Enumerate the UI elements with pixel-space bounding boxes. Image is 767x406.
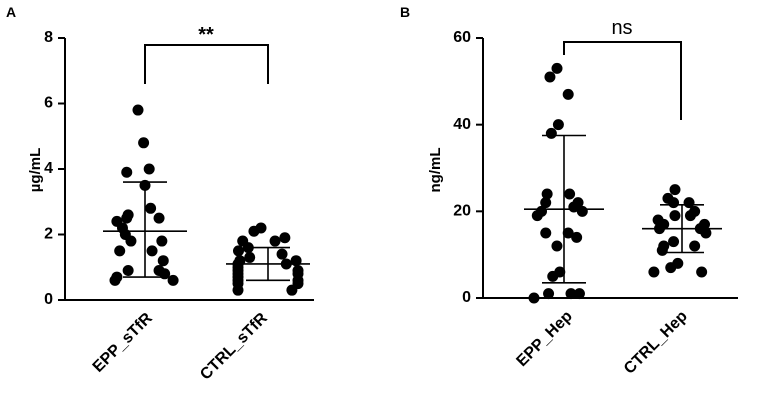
panel-b-points [528,62,712,304]
panel-a-y-tick-label-1: 2 [44,226,53,243]
panel-a-y-tick-label-2: 4 [44,160,53,177]
panel-b-point-s0-11 [576,205,588,217]
panel-b-point-s0-14 [540,227,552,239]
panel-a-point-s0-12 [125,235,137,247]
panel-a-y-tick-label-3: 6 [44,95,53,112]
panel-a-point-s0-22 [109,274,121,286]
panel-b-bracket-line [563,41,682,120]
panel-b-category-label-1: CTRL_Hep [621,308,691,378]
panel-a-points [109,104,304,296]
panel-a-point-s0-13 [156,235,168,247]
panel-b: B ng/mL 0 20 40 60 ns EPP_Hep CTRL_Hep [400,4,738,378]
panel-b-point-s1-18 [665,262,677,274]
panel-b-y-tick-label-0: 0 [462,289,471,306]
panel-b-point-s0-18 [547,270,559,282]
panel-b-point-s1-5 [669,210,681,222]
panel-a-point-s0-1 [138,137,150,149]
panel-b-point-s1-15 [689,240,701,252]
panel-a-point-s1-1 [248,225,260,237]
panel-b-point-s1-2 [668,197,680,209]
panel-b-category-label-0: EPP_Hep [513,308,575,370]
panel-b-y-tick-label-3: 60 [453,29,471,46]
panel-b-point-s0-2 [562,88,574,100]
panel-a-point-s0-8 [121,212,133,224]
panel-b-point-s1-19 [696,266,708,278]
panel-a-point-s0-15 [114,245,126,257]
panel-a-point-s1-2 [279,232,291,244]
panel-b-point-s1-13 [668,236,680,248]
panel-a-y-ticks: 0 2 4 6 8 [44,29,65,308]
panel-a-point-s0-0 [132,104,144,116]
panel-b-point-s0-20 [543,288,555,300]
panel-b-error-bars [524,134,722,284]
panel-b-point-s0-21 [573,288,585,300]
panel-b-point-s0-8 [540,197,552,209]
panel-a-letter: A [6,4,16,20]
panel-b-point-s0-1 [544,71,556,83]
panel-a-point-s1-8 [244,251,256,263]
panel-b-point-s1-20 [648,266,660,278]
panel-a-category-label-1: CTRL_sTfR [197,309,271,383]
panel-b-point-s0-5 [564,188,576,200]
panel-a-y-tick-label-0: 0 [44,291,53,308]
panel-a-significance-label: ** [198,24,214,46]
panel-a-point-s0-2 [143,163,155,175]
panel-b-y-tick-label-1: 20 [453,203,471,220]
panel-b-point-s1-0 [669,184,681,196]
panel-a-point-s1-7 [276,248,288,260]
panel-b-point-s0-22 [528,292,540,304]
panel-b-point-s1-6 [684,210,696,222]
panel-a-point-s1-3 [269,235,281,247]
panel-a-point-s0-21 [167,274,179,286]
panel-a: A µg/mL 0 2 4 6 8 ** EPP_sTfR CTRL_sTfR [6,4,314,383]
panel-a-point-s0-3 [121,166,133,178]
panel-b-letter: B [400,4,410,20]
panel-b-point-s0-0 [551,62,563,74]
panel-b-point-s0-4 [545,127,557,139]
panel-a-significance-bracket: ** [144,24,269,84]
panel-a-point-s1-24 [232,284,244,296]
panel-b-point-s1-16 [656,244,668,256]
panel-b-y-tick-label-2: 40 [453,116,471,133]
panel-a-error-bars [103,181,310,282]
panel-a-category-label-0: EPP_sTfR [90,309,156,375]
panel-b-point-s0-6 [541,188,553,200]
panel-b-point-s0-15 [571,231,583,243]
panel-a-point-s0-17 [122,265,134,277]
panel-a-y-axis-label: µg/mL [27,148,44,192]
panel-a-point-s0-16 [157,255,169,267]
panel-a-point-s1-23 [286,284,298,296]
panel-a-point-s0-7 [153,212,165,224]
panel-b-y-axis-label: ng/mL [427,148,444,193]
panel-b-point-s0-13 [562,227,574,239]
panel-b-significance-label: ns [611,17,632,39]
panel-b-point-s0-12 [531,210,543,222]
panel-b-significance-bracket: ns [563,17,682,120]
panel-a-point-s0-5 [145,202,157,214]
panel-a-point-s0-14 [146,245,158,257]
panel-a-bracket-line [144,44,269,84]
panel-a-point-s1-6 [233,245,244,257]
panel-b-point-s1-12 [700,227,712,239]
panel-b-point-s0-16 [551,240,563,252]
panel-a-y-tick-label-4: 8 [44,29,53,46]
panel-b-point-s0-19 [565,288,577,300]
panel-b-point-s0-3 [552,119,564,131]
panel-b-y-ticks: 0 20 40 60 [453,29,483,306]
